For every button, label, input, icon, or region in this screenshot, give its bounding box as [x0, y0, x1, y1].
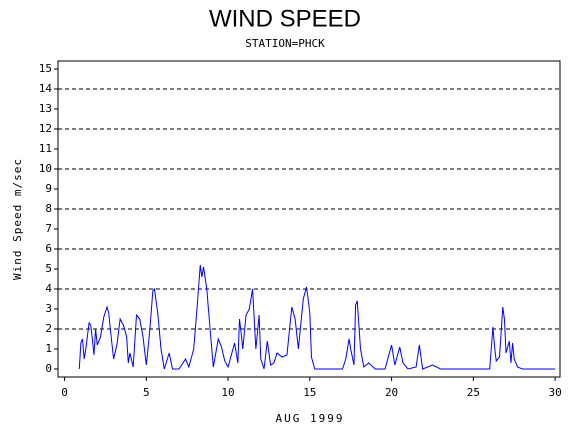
x-axis-label: AUG 1999	[276, 412, 345, 425]
y-tick-label: 1	[45, 342, 52, 355]
y-tick-label: 12	[39, 122, 52, 135]
y-tick-label: 9	[45, 182, 52, 195]
x-tick-label: 0	[61, 386, 68, 399]
x-tick-label: 30	[548, 386, 561, 399]
y-tick-label: 3	[45, 302, 52, 315]
x-tick-label: 20	[385, 386, 398, 399]
y-tick-label: 7	[45, 222, 52, 235]
y-tick-label: 15	[39, 62, 52, 75]
y-tick-label: 5	[45, 262, 52, 275]
y-tick-label: 4	[45, 282, 52, 295]
chart-subtitle: STATION=PHCK	[245, 37, 325, 50]
y-tick-label: 0	[45, 362, 52, 375]
chart-title: WIND SPEED	[209, 5, 361, 32]
y-tick-label: 14	[39, 82, 53, 95]
plot-frame	[57, 60, 561, 378]
y-tick-label: 13	[39, 102, 52, 115]
x-tick-label: 25	[467, 386, 480, 399]
x-tick-label: 10	[221, 386, 234, 399]
y-tick-label: 8	[45, 202, 52, 215]
y-tick-label: 2	[45, 322, 52, 335]
x-tick-label: 5	[143, 386, 150, 399]
y-tick-label: 10	[39, 162, 52, 175]
y-axis-label: Wind Speed m/sec	[11, 158, 24, 280]
y-tick-label: 6	[45, 242, 52, 255]
y-tick-label: 11	[39, 142, 52, 155]
data-line	[78, 264, 556, 370]
x-tick-label: 15	[303, 386, 316, 399]
